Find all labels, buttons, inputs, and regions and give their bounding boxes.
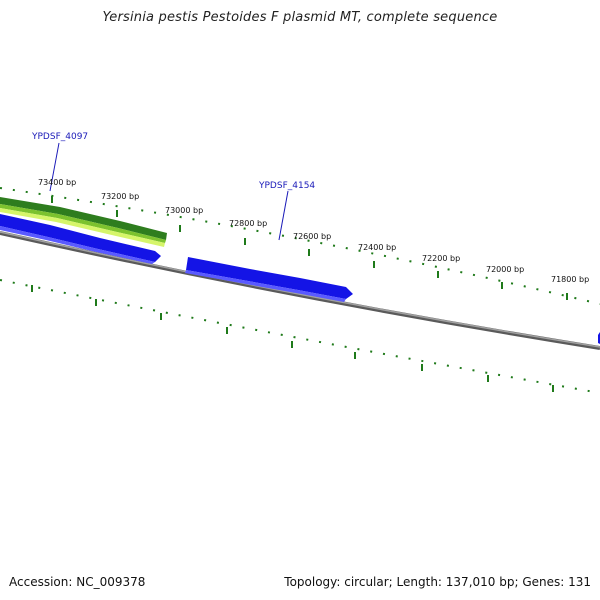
ruler-label-72800: 72800 bp [229, 219, 267, 228]
ruler-label-73200: 73200 bp [101, 192, 139, 201]
ruler-label-72200: 72200 bp [422, 254, 460, 263]
gene-label-ypdsf-4097: YPDSF_4097 [31, 132, 88, 142]
accession-text: Accession: NC_009378 [9, 575, 146, 589]
backbone-shadow [0, 231, 600, 350]
sequence-summary-text: Topology: circular; Length: 137,010 bp; … [284, 575, 591, 589]
ruler-label-73400: 73400 bp [38, 178, 76, 187]
map-title: Yersinia pestis Pestoides F plasmid MT, … [102, 10, 498, 25]
ruler-label-72600: 72600 bp [293, 232, 331, 241]
gene-arrow-middle [186, 257, 353, 299]
gene-label-leader-4154 [278, 190, 289, 241]
ruler-label-71800: 71800 bp [551, 275, 589, 284]
gene-label-ypdsf-4154: YPDSF_4154 [258, 181, 315, 191]
ruler-label-73000: 73000 bp [165, 206, 203, 215]
gene-arrow-middle-highlight [185, 270, 346, 302]
feature-band-dark-green [0, 197, 167, 240]
ruler-label-72000: 72000 bp [486, 265, 524, 274]
gene-arrow-left-highlight [0, 226, 155, 264]
gene-arrow-left [0, 214, 161, 262]
backbone-line [0, 231, 600, 348]
gene-label-leader-4097 [49, 142, 60, 192]
feature-band-mid-green [0, 204, 166, 243]
ruler-label-72400: 72400 bp [358, 243, 396, 252]
feature-band-light-green [0, 208, 165, 247]
